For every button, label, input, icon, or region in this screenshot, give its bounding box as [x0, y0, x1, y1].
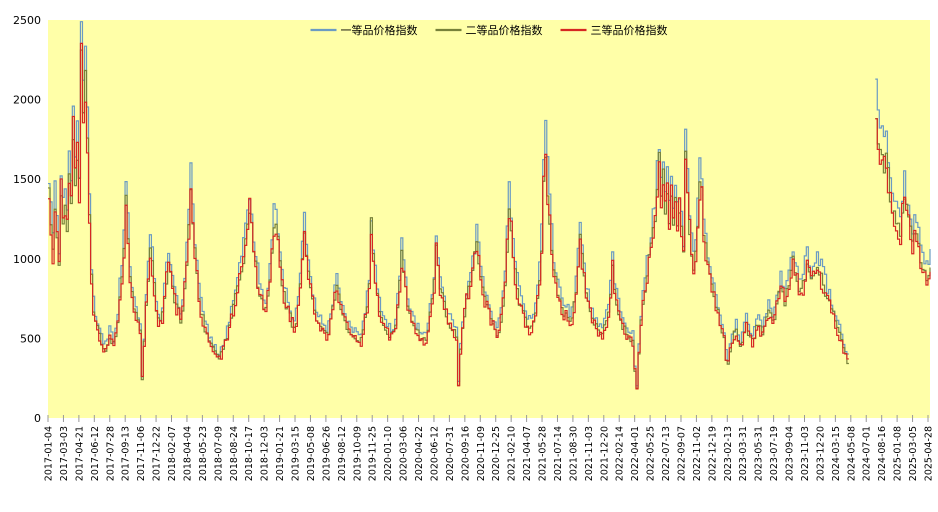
x-tick-label: 2020-04-22: [414, 426, 425, 481]
x-axis-tick-labels: 2017-01-04 2017-03-03 2017-04-21 2017-06-12…: [44, 426, 935, 481]
x-tick-label: 2017-03-03: [59, 426, 70, 481]
legend-label-2[interactable]: 二等品价格指数: [466, 23, 543, 37]
x-tick-label: 2017-06-12: [90, 426, 101, 481]
x-tick-label: 2020-06-12: [429, 426, 440, 481]
series-line-tier3: [48, 42, 931, 390]
x-tick-label: 2018-12-03: [260, 426, 271, 481]
x-tick-label: 2019-06-26: [321, 426, 332, 481]
x-tick-label: 2018-05-23: [198, 426, 209, 481]
y-axis-tick-labels: 0 500 1000 1500 2000 2500: [13, 14, 41, 425]
x-tick-label: 2021-04-07: [522, 426, 533, 481]
x-tick-label: 2024-08-16: [877, 426, 888, 481]
x-tick-label: 2018-07-09: [213, 426, 224, 481]
x-axis-tick-marks: [47, 415, 929, 422]
plot-background: [48, 20, 930, 418]
x-tick-label: 2022-04-01: [630, 426, 641, 481]
series-lines: [48, 21, 931, 390]
x-tick-label: 2018-10-17: [244, 426, 255, 481]
x-tick-label: 2025-03-05: [908, 426, 919, 481]
x-tick-label: 2020-07-31: [445, 426, 456, 481]
y-tick-label: 1000: [13, 253, 41, 266]
x-tick-label: 2021-08-30: [568, 426, 579, 481]
legend-label-1[interactable]: 一等品价格指数: [341, 23, 418, 37]
x-tick-label: 2020-11-09: [476, 426, 487, 481]
y-tick-label: 0: [34, 412, 41, 425]
x-tick-label: 2024-03-15: [831, 426, 842, 481]
chart-legend: 一等品价格指数 二等品价格指数 三等品价格指数: [310, 23, 668, 37]
x-tick-label: 2023-03-31: [738, 426, 749, 481]
x-tick-label: 2017-04-21: [74, 426, 85, 481]
x-tick-label: 2022-02-14: [615, 426, 626, 481]
x-tick-label: 2020-01-10: [383, 426, 394, 481]
x-tick-label: 2022-12-19: [707, 426, 718, 481]
x-tick-label: 2018-02-07: [167, 426, 178, 481]
x-tick-label: 2018-08-24: [229, 426, 240, 481]
y-tick-label: 500: [20, 332, 41, 345]
x-tick-label: 2025-01-08: [893, 426, 904, 481]
x-tick-label: 2017-12-22: [152, 426, 163, 481]
x-tick-label: 2020-03-06: [399, 426, 410, 481]
x-tick-label: 2018-04-04: [182, 426, 193, 481]
x-tick-label: 2017-07-28: [105, 426, 116, 481]
x-tick-label: 2024-07-01: [862, 426, 873, 481]
x-tick-label: 2023-11-03: [800, 426, 811, 481]
x-tick-label: 2017-09-13: [121, 426, 132, 481]
y-tick-label: 1500: [13, 173, 41, 186]
x-tick-label: 2021-12-20: [599, 426, 610, 481]
x-tick-label: 2020-09-16: [460, 426, 471, 481]
x-tick-label: 2019-11-25: [368, 426, 379, 481]
legend-label-3[interactable]: 三等品价格指数: [591, 23, 668, 37]
x-tick-label: 2017-01-04: [44, 426, 55, 481]
x-tick-label: 2019-05-08: [306, 426, 317, 481]
x-tick-label: 2017-11-06: [136, 426, 147, 481]
x-tick-label: 2023-12-20: [815, 426, 826, 481]
x-tick-label: 2022-07-13: [661, 426, 672, 481]
y-tick-label: 2000: [13, 94, 41, 107]
x-tick-label: 2021-02-10: [507, 426, 518, 481]
x-tick-label: 2023-09-04: [785, 426, 796, 481]
x-tick-label: 2023-02-13: [723, 426, 734, 481]
x-tick-label: 2023-07-19: [769, 426, 780, 481]
x-tick-label: 2025-04-28: [924, 426, 935, 481]
x-tick-label: 2020-12-25: [491, 426, 502, 481]
x-tick-label: 2022-05-25: [646, 426, 657, 481]
x-tick-label: 2024-05-08: [846, 426, 857, 481]
y-tick-label: 2500: [13, 14, 41, 27]
x-tick-label: 2021-05-28: [538, 426, 549, 481]
x-tick-label: 2019-03-15: [291, 426, 302, 481]
x-tick-label: 2019-01-21: [275, 426, 286, 481]
x-tick-label: 2023-05-31: [754, 426, 765, 481]
x-tick-label: 2019-08-12: [337, 426, 348, 481]
x-tick-label: 2022-11-02: [692, 426, 703, 481]
x-tick-label: 2021-07-14: [553, 426, 564, 481]
x-tick-label: 2022-09-07: [676, 426, 687, 481]
x-tick-label: 2019-10-09: [352, 426, 363, 481]
x-tick-label: 2021-11-03: [584, 426, 595, 481]
